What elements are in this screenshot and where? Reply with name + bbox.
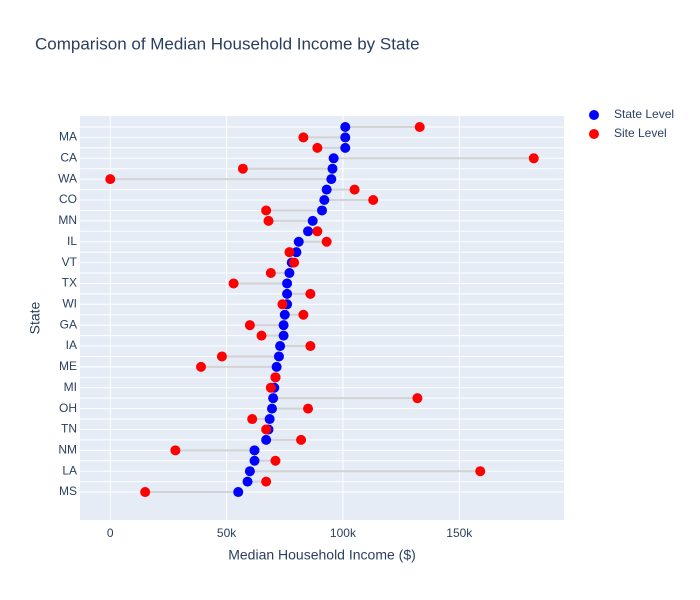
dot — [277, 299, 288, 310]
dot — [328, 153, 339, 164]
y-tick-label: MI — [64, 380, 77, 394]
dot — [261, 205, 272, 216]
dot — [256, 330, 267, 341]
dot — [247, 414, 258, 425]
y-tick-label: MN — [58, 213, 77, 227]
dot — [291, 247, 302, 258]
dot — [140, 487, 151, 498]
dot — [264, 414, 275, 425]
dot — [312, 226, 323, 237]
legend-marker[interactable] — [589, 129, 599, 139]
dot — [105, 174, 116, 185]
x-axis-title: Median Household Income ($) — [228, 547, 416, 563]
dot — [275, 341, 286, 352]
dot — [321, 184, 332, 195]
dot — [414, 122, 425, 132]
dot — [249, 445, 260, 456]
x-tick-label: 0 — [107, 526, 114, 540]
dot — [303, 226, 314, 237]
legend-marker[interactable] — [589, 110, 599, 120]
dot — [271, 361, 282, 372]
dot — [265, 382, 276, 393]
dot — [312, 142, 323, 153]
dot — [412, 393, 423, 404]
dot — [261, 424, 272, 435]
dot — [321, 236, 332, 247]
dot — [349, 184, 360, 195]
dot — [270, 455, 281, 466]
dot — [266, 403, 277, 414]
dot — [293, 236, 304, 247]
dot — [340, 132, 351, 143]
dot — [279, 309, 290, 320]
y-tick-label: TN — [61, 422, 77, 436]
dot — [317, 205, 327, 216]
dot — [278, 330, 289, 341]
dot — [340, 122, 351, 132]
dot — [278, 320, 289, 331]
dot — [475, 466, 486, 477]
dot — [170, 445, 181, 456]
dot — [216, 351, 227, 362]
dot — [263, 215, 274, 226]
dot — [298, 132, 309, 143]
dot — [298, 309, 309, 320]
y-tick-label: VT — [62, 255, 78, 269]
dot — [237, 163, 248, 174]
dot — [327, 163, 338, 174]
dot — [307, 215, 318, 226]
dot — [303, 403, 314, 414]
chart-title: Comparison of Median Household Income by… — [35, 34, 420, 53]
y-tick-label: NM — [58, 443, 77, 457]
dot — [284, 268, 295, 279]
y-tick-label: CA — [60, 150, 77, 164]
y-tick-label: LA — [62, 463, 77, 477]
y-tick-label: GA — [60, 317, 77, 331]
dot — [196, 361, 206, 372]
dot — [265, 268, 276, 279]
x-tick-label: 50k — [217, 526, 237, 540]
dot — [296, 434, 307, 445]
dot — [261, 434, 272, 445]
dot — [340, 142, 351, 153]
y-tick-label: WA — [58, 171, 77, 185]
dot — [268, 393, 279, 404]
dot — [233, 487, 244, 498]
dot — [305, 341, 316, 352]
y-tick-label: ME — [59, 359, 77, 373]
dot — [284, 247, 295, 258]
legend-label[interactable]: Site Level — [614, 126, 667, 140]
dot — [289, 257, 300, 268]
dot — [282, 288, 293, 299]
x-tick-label: 150k — [446, 526, 473, 540]
dot — [244, 320, 255, 331]
dot — [319, 195, 330, 206]
dot — [242, 476, 253, 487]
dot — [244, 466, 255, 477]
x-tick-label: 100k — [330, 526, 357, 540]
dot — [326, 174, 337, 185]
dot — [228, 278, 239, 289]
legend-label[interactable]: State Level — [614, 107, 674, 121]
dot — [305, 288, 316, 299]
dot — [249, 455, 260, 466]
y-tick-label: CO — [59, 192, 77, 206]
y-tick-label: OH — [59, 401, 77, 415]
dot — [282, 278, 293, 289]
plot-area — [80, 116, 564, 520]
dot — [261, 476, 272, 487]
y-tick-label: IA — [66, 338, 77, 352]
dot — [368, 195, 379, 206]
y-tick-label: IL — [67, 234, 77, 248]
dot — [270, 372, 281, 383]
y-tick-label: MA — [59, 130, 77, 144]
y-tick-label: TX — [62, 276, 77, 290]
dot — [528, 153, 539, 164]
dot — [273, 351, 284, 362]
y-tick-label: MS — [59, 484, 77, 498]
y-tick-label: WI — [62, 296, 77, 310]
y-axis-title: State — [27, 301, 43, 334]
